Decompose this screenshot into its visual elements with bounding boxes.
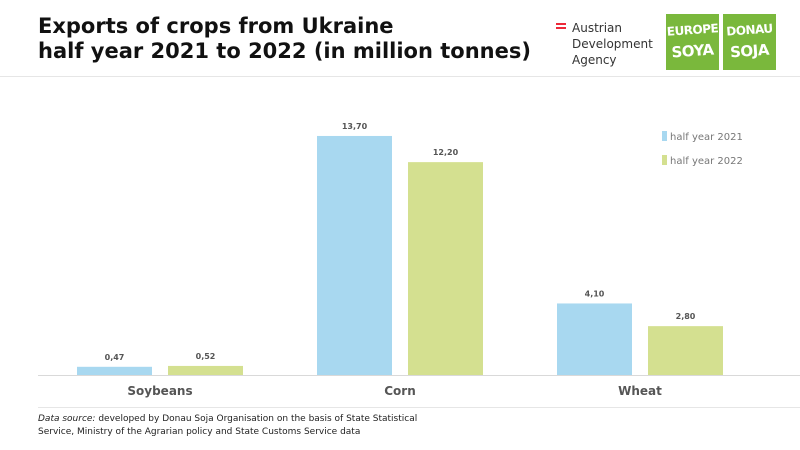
legend-label-2: half year 2022 bbox=[670, 156, 743, 167]
legend-swatch-2 bbox=[662, 155, 667, 165]
category-label-soybeans: Soybeans bbox=[127, 384, 192, 398]
data-source-line-1: developed by Donau Soja Organisation on … bbox=[98, 414, 418, 424]
donau-soja-logo: DONAU SOJA bbox=[723, 14, 776, 70]
europe-soya-logo-line-2: SOYA bbox=[670, 40, 715, 62]
flag-stripe-top bbox=[556, 23, 566, 25]
data-label-soybeans-1: 0,47 bbox=[105, 353, 125, 362]
data-label-corn-1: 13,70 bbox=[342, 122, 368, 131]
legend-swatch-1 bbox=[662, 131, 667, 141]
flag-stripe-bottom bbox=[556, 27, 566, 29]
bar-soybeans-1 bbox=[77, 366, 152, 375]
category-label-corn: Corn bbox=[384, 384, 416, 398]
chart-title-line-2: half year 2021 to 2022 (in million tonne… bbox=[38, 39, 531, 63]
bar-corn-1 bbox=[317, 135, 392, 375]
ada-name: Austrian Development Agency bbox=[572, 20, 662, 68]
header-divider bbox=[0, 76, 800, 77]
chart-title-line-1: Exports of crops from Ukraine bbox=[38, 14, 394, 38]
europe-soya-logo: EUROPE SOYA bbox=[666, 14, 719, 70]
donau-soja-logo-line-1: DONAU bbox=[725, 21, 774, 39]
europe-soya-logo-line-1: EUROPE bbox=[666, 21, 719, 39]
data-source-line-2: Service, Ministry of the Agrarian policy… bbox=[38, 427, 361, 437]
data-source-label: Data source: bbox=[38, 414, 96, 424]
ada-line-2: Development bbox=[572, 37, 653, 51]
bar-soybeans-2 bbox=[168, 365, 243, 375]
data-label-corn-2: 12,20 bbox=[433, 148, 459, 157]
chart-title: Exports of crops from Ukraine half year … bbox=[38, 14, 531, 64]
data-label-wheat-1: 4,10 bbox=[585, 289, 605, 298]
data-label-wheat-2: 2,80 bbox=[676, 312, 696, 321]
footer-divider bbox=[38, 407, 800, 408]
category-label-wheat: Wheat bbox=[618, 384, 662, 398]
bar-wheat-2 bbox=[648, 326, 723, 375]
bar-chart: 0,47 0,52 Soybeans 13,70 12,20 Corn 4,10 2,80 Wh… bbox=[38, 122, 800, 398]
austrian-flag-icon bbox=[556, 23, 566, 29]
ada-line-3: Agency bbox=[572, 53, 617, 67]
bar-wheat-1 bbox=[557, 303, 632, 375]
data-source-note: Data source: developed by Donau Soja Org… bbox=[38, 413, 558, 439]
donau-soja-logo-line-2: SOJA bbox=[729, 40, 770, 62]
flag-stripe-middle bbox=[556, 25, 566, 27]
bar-corn-2 bbox=[408, 162, 483, 375]
ada-line-1: Austrian bbox=[572, 21, 622, 35]
data-label-soybeans-2: 0,52 bbox=[196, 352, 216, 361]
legend-label-1: half year 2021 bbox=[670, 132, 743, 143]
